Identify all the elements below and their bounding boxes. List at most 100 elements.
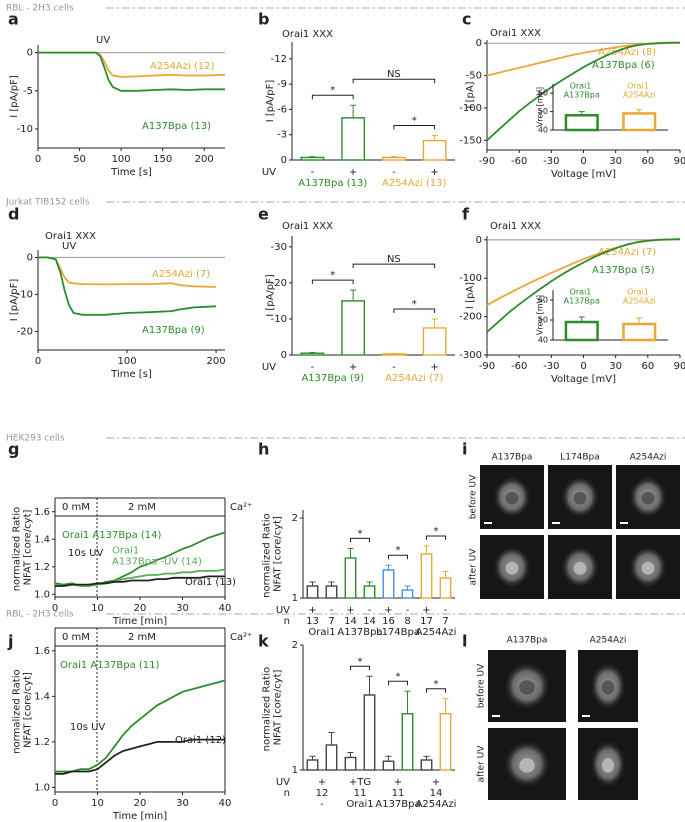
row-item: 12 [316, 788, 329, 799]
significance-bracket [350, 537, 370, 543]
row-item: + [432, 777, 440, 788]
bar [300, 352, 325, 356]
row-item: 16 [382, 616, 395, 627]
panel-letter: j [7, 632, 13, 651]
x-tick-label: -90 [479, 156, 495, 167]
row-label: after UV [477, 745, 487, 783]
row-label: UV [262, 362, 276, 373]
y-tick-label: 0 [476, 38, 482, 49]
row-item: L174Bpa [376, 627, 420, 638]
y-tick-label: 1.6 [34, 646, 50, 657]
y-tick-label: -10 [17, 124, 33, 135]
panel-letter: a [8, 10, 19, 29]
y-tick-label: -20 [271, 278, 287, 289]
bar [382, 760, 395, 771]
nucleus [641, 491, 655, 505]
row-item: A254Azi (13) [382, 178, 447, 189]
y-tick-label: 1.0 [34, 589, 50, 600]
bar [325, 744, 338, 771]
nucleus [505, 491, 519, 505]
y-tick-label: 1.4 [34, 534, 50, 545]
bar [363, 585, 376, 599]
y-tick-label: 0 [27, 252, 33, 263]
x-tick-label: 40 [219, 603, 232, 614]
series-line [38, 256, 217, 316]
x-tick-label: 200 [195, 154, 214, 165]
significance-bracket [352, 263, 436, 269]
y-tick-label: -5 [23, 86, 33, 97]
x-tick-label: 60 [641, 156, 654, 167]
y-tick-label: -100 [459, 273, 482, 284]
x-tick-label: 30 [176, 798, 189, 809]
bar [439, 577, 452, 599]
section-label: RBL - 2H3 cells [6, 4, 74, 14]
section-label: RBL - 2H3 cells [6, 610, 74, 620]
significance-label: * [412, 299, 417, 310]
significance-bracket [426, 535, 446, 540]
bar [306, 759, 319, 771]
annotation: 10s UV [70, 722, 105, 733]
significance-label: * [434, 679, 439, 690]
x-axis-label: Time [s] [110, 369, 152, 380]
bar [325, 585, 338, 599]
y-tick-label: 1.2 [34, 562, 50, 573]
row-item: + [430, 167, 438, 178]
y-axis-label: I [pA] [465, 81, 476, 108]
nucleus [573, 491, 587, 505]
y-tick-label: 50 [538, 107, 548, 116]
significance-label: * [434, 526, 439, 537]
column-title: A137Bpa [507, 636, 548, 646]
bar [341, 300, 366, 356]
header-label: 2 mM [128, 632, 156, 643]
row-item: Orai1 [346, 799, 373, 810]
chart-title: Orai1 XXX [490, 28, 541, 39]
significance-bracket [311, 279, 354, 285]
x-tick-label: 0 [35, 154, 41, 165]
annotation: Orai1 XXX [45, 231, 96, 242]
x-tick-label: 200 [207, 356, 226, 367]
y-tick-label: -150 [459, 135, 482, 146]
row-item: + [394, 777, 402, 788]
row-item: + [349, 362, 357, 373]
row-item: + [430, 362, 438, 373]
column-title: A137Bpa [492, 453, 533, 463]
y-tick-label: -10 [271, 314, 287, 325]
x-axis-label: Voltage [mV] [551, 374, 616, 385]
category-label: Orai1 A137Bpa [564, 287, 600, 305]
y-axis-label: I [pA/pF] [9, 279, 20, 322]
x-tick-label: 0 [35, 356, 41, 367]
x-tick-label: 30 [176, 603, 189, 614]
bar [344, 756, 357, 771]
x-tick-label: 40 [219, 798, 232, 809]
row-item: A137Bpa (13) [298, 178, 367, 189]
y-tick-label: 1.6 [34, 507, 50, 518]
series-line [55, 575, 225, 587]
series-line [486, 238, 681, 333]
x-tick-label: 90 [674, 156, 685, 167]
row-item: A137Bpa (9) [301, 373, 364, 384]
x-tick-label: 0 [580, 156, 586, 167]
bar [344, 557, 357, 599]
row-item: + [308, 605, 316, 616]
x-axis-label: Time [s] [110, 167, 152, 178]
y-axis-label: Vrev [mV] [536, 295, 545, 335]
chart-title: Orai1 XXX [282, 221, 333, 232]
significance-bracket [350, 665, 370, 671]
bar [420, 759, 433, 771]
series-label: A254Azi (12) [150, 61, 215, 72]
row-label: UV [276, 605, 290, 616]
row-item: A254Azi (7) [385, 373, 443, 384]
x-tick-label: -90 [479, 361, 495, 372]
x-tick-label: 30 [609, 156, 622, 167]
annotation: 10s UV [68, 548, 103, 559]
row-item: - [406, 605, 410, 616]
significance-label: * [330, 85, 335, 96]
y-axis-label: normalized Ratio NFAT [core/cyt] [12, 666, 34, 754]
x-tick-label: 100 [112, 154, 131, 165]
bar [401, 713, 414, 771]
row-item: A254Azi [416, 799, 457, 810]
panel-letter: f [462, 205, 470, 224]
y-tick-label: -200 [459, 312, 482, 323]
series-label: Orai1 A137Bpa (14) [62, 530, 161, 541]
